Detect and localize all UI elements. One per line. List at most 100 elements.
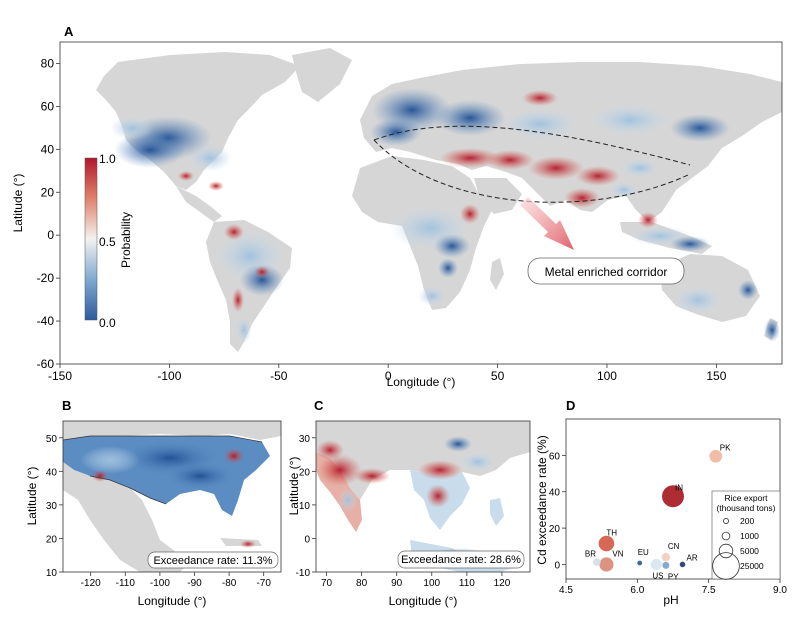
x-tick-label: 100 xyxy=(597,369,617,383)
y-tick-label: 60 xyxy=(549,451,561,462)
y-tick-label: 20 xyxy=(41,185,55,199)
bubble-br xyxy=(593,558,601,567)
y-tick-label: 20 xyxy=(46,534,58,545)
x-tick-label: 110 xyxy=(459,578,475,589)
y-tick-label: 40 xyxy=(46,467,58,478)
x-tick-label: -110 xyxy=(116,578,136,589)
y-tick-label: 40 xyxy=(41,142,55,156)
panel-a-ylabel: Latitude (°) xyxy=(11,174,25,233)
panel-c-ylabel: Latitude (°) xyxy=(287,457,301,516)
usa-canada-land xyxy=(63,421,281,440)
x-tick-label: -100 xyxy=(150,578,170,589)
bubble-label-th: TH xyxy=(606,529,617,538)
y-tick-label: 10 xyxy=(299,501,311,512)
corridor-arrow xyxy=(520,197,574,250)
bubble-label-us: US xyxy=(652,571,663,580)
x-tick-label: 80 xyxy=(356,578,368,589)
bubble-us xyxy=(650,558,662,571)
y-tick-label: -20 xyxy=(37,271,55,285)
panel-b-rate-box xyxy=(147,551,279,569)
panel-d-xlabel: pH xyxy=(663,593,678,607)
x-tick-label: 90 xyxy=(391,578,403,589)
bubble-th xyxy=(598,535,615,552)
x-tick-label: -90 xyxy=(187,578,202,589)
bubble-cn xyxy=(661,552,671,562)
panel-d-letter: D xyxy=(566,398,575,413)
probability-overlay xyxy=(110,88,780,344)
panel-a: A xyxy=(11,24,783,389)
panel-b-rate-text: Exceedance rate: 11.3% xyxy=(153,555,272,567)
panel-a-letter: A xyxy=(64,24,74,39)
bubble-pk xyxy=(709,449,723,463)
size-legend-circle xyxy=(712,552,740,580)
corridor-boundary-upper xyxy=(373,125,691,166)
x-tick-label: 4.5 xyxy=(559,585,573,596)
panel-b-frame xyxy=(62,420,282,573)
size-legend-title-2: (thousand tons) xyxy=(716,503,775,513)
panel-c-rate-text: Exceedance rate: 28.6% xyxy=(401,554,521,566)
panel-d-axes: 4.5 6.0 7.5 9.0 0 20 40 60 xyxy=(549,451,788,596)
panel-c: C Exceedance rate: 28.6% 70 80 90 100 1 xyxy=(287,398,531,608)
x-tick-label: 70 xyxy=(321,578,333,589)
x-tick-label: -100 xyxy=(157,369,181,383)
panel-c-frame xyxy=(315,420,531,573)
x-tick-label: -150 xyxy=(48,369,72,383)
corridor-boundary-lower xyxy=(373,139,689,203)
panel-b-axes: -120 -110 -100 -90 -80 -70 50 40 30 20 10 xyxy=(46,434,271,589)
south-asia-map xyxy=(316,421,530,572)
panel-c-xlabel: Longitude (°) xyxy=(389,594,458,608)
panel-c-rate-box xyxy=(397,550,525,569)
size-legend-label: 200 xyxy=(740,516,754,526)
colorbar-mid-label: 0.5 xyxy=(99,235,116,249)
x-tick-label: -50 xyxy=(270,369,288,383)
panel-d: D 4.5 6.0 7.5 9.0 0 20 40 60 PK IN TH VN BR CN EU US PY… xyxy=(535,398,787,607)
panel-b: B Exceedance rate: 11.3% -120 -110 -100 -90… xyxy=(25,398,282,608)
panel-a-axes: -150 -100 -50 0 50 100 150 80 60 40 20 0 -20 -40 -60 xyxy=(37,56,727,383)
y-tick-label: 0 xyxy=(47,228,54,242)
x-tick-label: 0 xyxy=(385,369,392,383)
panel-b-xlabel: Longitude (°) xyxy=(138,594,207,608)
philippines-land xyxy=(490,498,504,526)
y-tick-label: 60 xyxy=(41,99,55,113)
panel-a-xlabel: Longitude (°) xyxy=(387,375,456,389)
x-tick-label: -80 xyxy=(222,578,237,589)
panel-c-letter: C xyxy=(314,398,324,413)
colorbar-max-label: 1.0 xyxy=(99,152,116,166)
size-legend-label: 1000 xyxy=(740,531,759,541)
bubble-vn xyxy=(599,557,614,572)
mexico-land xyxy=(63,462,190,572)
x-tick-label: 150 xyxy=(706,369,726,383)
x-tick-label: 50 xyxy=(491,369,505,383)
panel-d-bubbles: PK IN TH VN BR CN EU US PY AR xyxy=(585,443,731,581)
panel-b-letter: B xyxy=(62,398,71,413)
greenland-land xyxy=(292,48,352,102)
y-tick-label: 20 xyxy=(549,524,561,535)
x-tick-label: 120 xyxy=(494,578,511,589)
size-legend-circle xyxy=(721,531,731,541)
y-tick-label: 40 xyxy=(549,488,561,499)
y-tick-label: 0 xyxy=(304,534,310,545)
colorbar-min-label: 0.0 xyxy=(99,316,116,330)
y-tick-label: 30 xyxy=(299,434,311,445)
size-legend-circle xyxy=(718,543,734,559)
y-tick-label: -60 xyxy=(37,357,55,371)
size-legend-circle xyxy=(723,518,729,524)
central-america-land xyxy=(176,186,222,222)
colorbar-label: Probability xyxy=(119,212,133,268)
panel-d-ylabel: Cd exceedance rate (%) xyxy=(535,435,549,564)
size-legend: Rice export (thousand tons) 200100050002… xyxy=(711,490,781,580)
y-tick-label: 50 xyxy=(46,434,58,445)
bubble-label-vn: VN xyxy=(612,549,623,558)
colorbar xyxy=(84,157,98,321)
bubble-label-in: IN xyxy=(675,483,683,492)
bubble-eu xyxy=(637,560,643,566)
bubble-label-br: BR xyxy=(585,549,596,558)
bubble-label-ar: AR xyxy=(687,553,698,562)
size-legend-label: 5000 xyxy=(740,546,759,556)
bubble-label-pk: PK xyxy=(720,443,731,452)
y-tick-label: -40 xyxy=(37,314,55,328)
y-tick-label: 30 xyxy=(46,501,58,512)
y-tick-label: -10 xyxy=(296,568,311,579)
